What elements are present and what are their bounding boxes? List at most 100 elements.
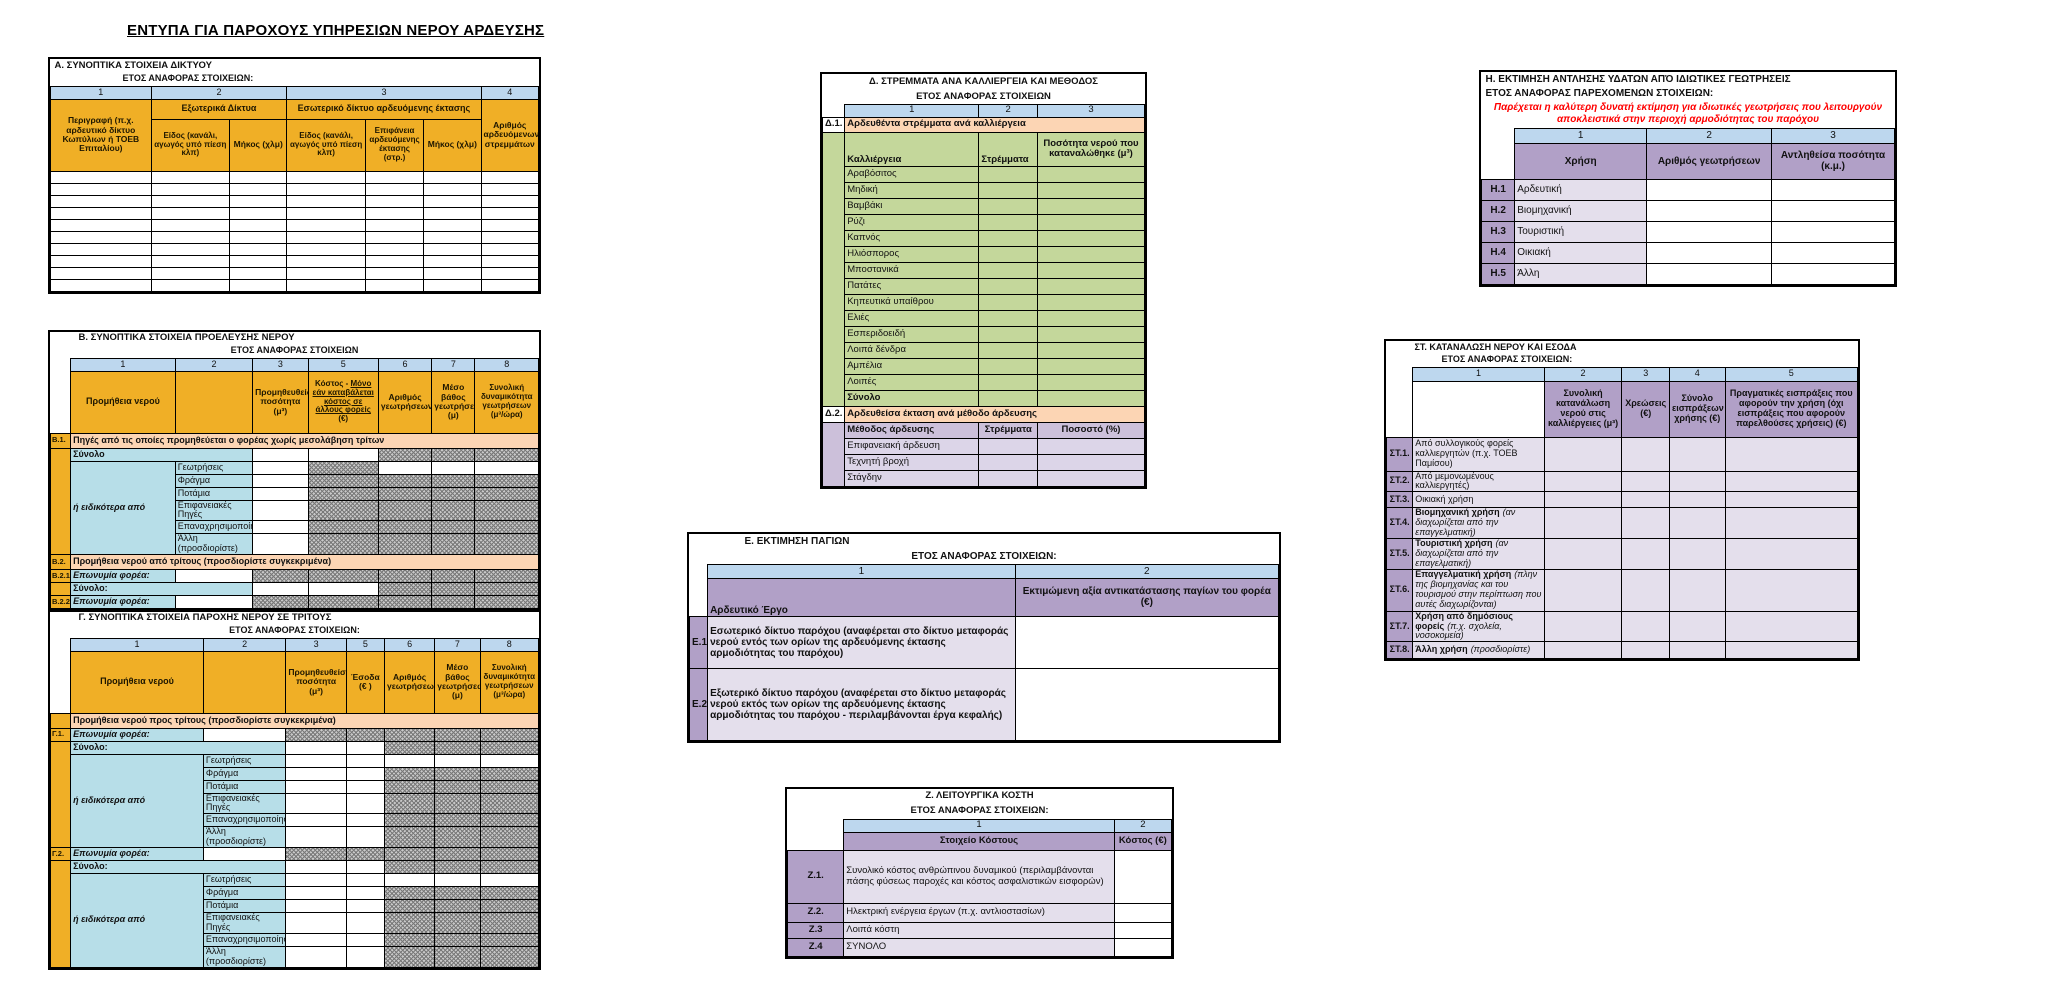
input-cell[interactable] bbox=[480, 242, 540, 256]
input-cell[interactable] bbox=[286, 230, 366, 244]
input-cell[interactable] bbox=[479, 873, 540, 888]
input-cell[interactable] bbox=[978, 293, 1038, 311]
input-cell[interactable] bbox=[229, 194, 288, 208]
input-cell[interactable] bbox=[431, 460, 476, 475]
input-cell[interactable] bbox=[364, 230, 425, 244]
input-cell[interactable] bbox=[345, 912, 385, 934]
input-cell[interactable] bbox=[1113, 902, 1173, 923]
input-cell[interactable] bbox=[978, 357, 1038, 375]
input-cell[interactable] bbox=[252, 533, 309, 556]
input-cell[interactable] bbox=[1724, 641, 1859, 660]
input-cell[interactable] bbox=[1724, 537, 1859, 570]
input-cell[interactable] bbox=[423, 254, 482, 268]
input-cell[interactable] bbox=[423, 242, 482, 256]
input-cell[interactable] bbox=[345, 813, 385, 828]
input-cell[interactable] bbox=[50, 254, 152, 268]
input-cell[interactable] bbox=[1724, 491, 1859, 509]
input-cell[interactable] bbox=[364, 182, 425, 196]
input-cell[interactable] bbox=[285, 826, 347, 849]
input-cell[interactable] bbox=[285, 740, 347, 755]
input-cell[interactable] bbox=[1036, 245, 1146, 263]
input-cell[interactable] bbox=[1543, 537, 1623, 570]
input-cell[interactable] bbox=[1668, 436, 1726, 472]
input-cell[interactable] bbox=[1771, 220, 1895, 243]
input-cell[interactable] bbox=[1646, 262, 1773, 285]
input-cell[interactable] bbox=[1036, 229, 1146, 247]
input-cell[interactable] bbox=[1014, 667, 1280, 741]
input-cell[interactable] bbox=[978, 389, 1038, 407]
input-cell[interactable] bbox=[1724, 507, 1859, 539]
input-cell[interactable] bbox=[1668, 641, 1726, 660]
input-cell[interactable] bbox=[479, 753, 540, 768]
input-cell[interactable] bbox=[423, 182, 482, 196]
input-cell[interactable] bbox=[364, 218, 425, 232]
input-cell[interactable] bbox=[1036, 437, 1146, 455]
input-cell[interactable] bbox=[978, 373, 1038, 391]
input-cell[interactable] bbox=[229, 242, 288, 256]
input-cell[interactable] bbox=[229, 206, 288, 220]
input-cell[interactable] bbox=[1113, 849, 1173, 904]
input-cell[interactable] bbox=[480, 278, 540, 292]
input-cell[interactable] bbox=[285, 753, 347, 768]
input-cell[interactable] bbox=[229, 254, 288, 268]
input-cell[interactable] bbox=[978, 261, 1038, 279]
input-cell[interactable] bbox=[286, 278, 366, 292]
input-cell[interactable] bbox=[252, 460, 309, 475]
input-cell[interactable] bbox=[1543, 610, 1623, 643]
input-cell[interactable] bbox=[345, 945, 385, 968]
input-cell[interactable] bbox=[50, 182, 152, 196]
input-cell[interactable] bbox=[229, 182, 288, 196]
input-cell[interactable] bbox=[1621, 436, 1670, 472]
input-cell[interactable] bbox=[364, 194, 425, 208]
input-cell[interactable] bbox=[978, 181, 1038, 199]
input-cell[interactable] bbox=[50, 194, 152, 208]
input-cell[interactable] bbox=[285, 766, 347, 781]
input-cell[interactable] bbox=[434, 873, 481, 888]
input-cell[interactable] bbox=[345, 873, 385, 888]
input-cell[interactable] bbox=[480, 206, 540, 220]
input-cell[interactable] bbox=[286, 254, 366, 268]
input-cell[interactable] bbox=[1543, 641, 1623, 660]
input-cell[interactable] bbox=[1036, 357, 1146, 375]
input-cell[interactable] bbox=[1036, 181, 1146, 199]
input-cell[interactable] bbox=[1036, 165, 1146, 183]
input-cell[interactable] bbox=[286, 194, 366, 208]
input-cell[interactable] bbox=[1724, 436, 1859, 472]
input-cell[interactable] bbox=[1724, 610, 1859, 643]
input-cell[interactable] bbox=[383, 753, 436, 768]
input-cell[interactable] bbox=[285, 886, 347, 901]
input-cell[interactable] bbox=[480, 254, 540, 268]
input-cell[interactable] bbox=[345, 740, 385, 755]
input-cell[interactable] bbox=[1771, 199, 1895, 222]
input-cell[interactable] bbox=[364, 170, 425, 184]
input-cell[interactable] bbox=[252, 486, 309, 501]
input-cell[interactable] bbox=[229, 170, 288, 184]
input-cell[interactable] bbox=[345, 779, 385, 794]
input-cell[interactable] bbox=[1036, 213, 1146, 231]
input-cell[interactable] bbox=[286, 266, 366, 280]
input-cell[interactable] bbox=[1621, 470, 1670, 493]
input-cell[interactable] bbox=[150, 182, 231, 196]
input-cell[interactable] bbox=[480, 194, 540, 208]
input-cell[interactable] bbox=[1036, 293, 1146, 311]
input-cell[interactable] bbox=[229, 266, 288, 280]
input-cell[interactable] bbox=[150, 170, 231, 184]
input-cell[interactable] bbox=[423, 278, 482, 292]
input-cell[interactable] bbox=[364, 278, 425, 292]
input-cell[interactable] bbox=[286, 206, 366, 220]
input-cell[interactable] bbox=[364, 266, 425, 280]
input-cell[interactable] bbox=[202, 847, 287, 862]
input-cell[interactable] bbox=[1771, 178, 1895, 201]
input-cell[interactable] bbox=[1668, 568, 1726, 612]
input-cell[interactable] bbox=[480, 182, 540, 196]
input-cell[interactable] bbox=[1014, 615, 1280, 669]
input-cell[interactable] bbox=[1668, 537, 1726, 570]
input-cell[interactable] bbox=[423, 194, 482, 208]
input-cell[interactable] bbox=[50, 230, 152, 244]
input-cell[interactable] bbox=[1621, 537, 1670, 570]
input-cell[interactable] bbox=[285, 792, 347, 815]
input-cell[interactable] bbox=[978, 213, 1038, 231]
input-cell[interactable] bbox=[345, 886, 385, 901]
input-cell[interactable] bbox=[202, 727, 287, 742]
input-cell[interactable] bbox=[50, 218, 152, 232]
